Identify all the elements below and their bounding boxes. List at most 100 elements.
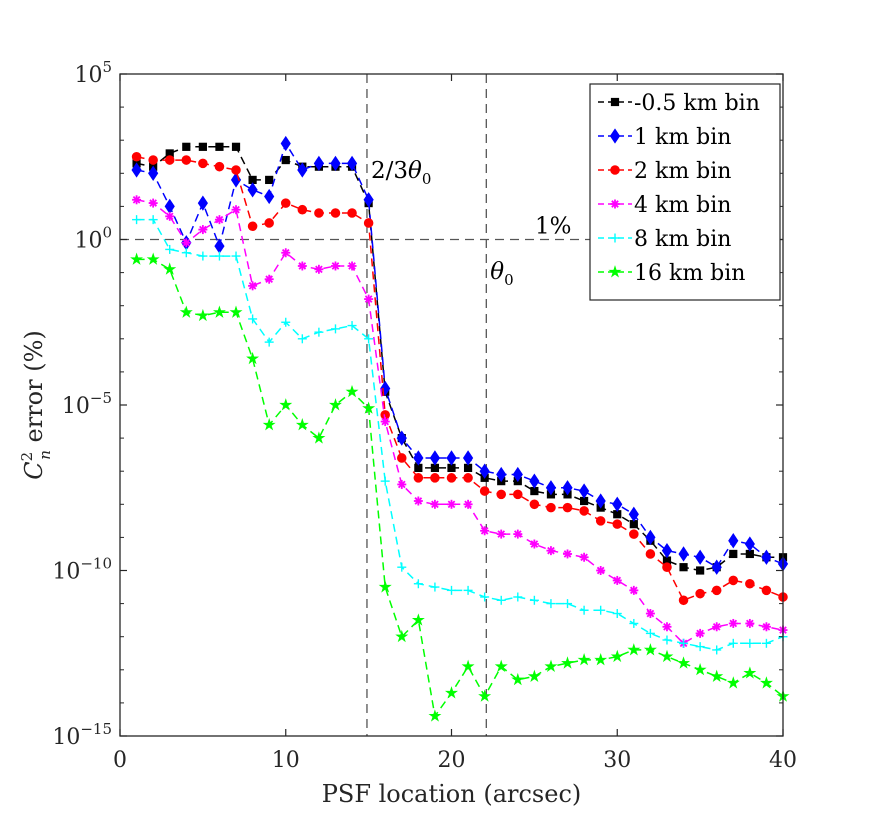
x-tick-label: 10 [272,748,300,773]
data-point [380,417,390,427]
data-point [231,142,241,151]
data-point [463,499,473,509]
x-tick-label: 0 [113,748,127,773]
data-point [661,542,673,559]
asterisk-stroke [530,540,539,548]
data-point [396,430,407,446]
data-point [198,158,208,169]
data-point [761,549,772,565]
legend-marker [610,97,620,107]
data-point [246,351,260,365]
data-point [711,585,722,596]
data-point [132,215,142,225]
data-point [695,588,705,599]
series-2-km-bin [131,151,788,606]
data-point [131,162,142,178]
data-point [761,622,771,632]
legend-entry: 2 km bin [598,159,731,184]
data-point [595,493,606,509]
data-point [596,605,606,615]
x-tick-label: 40 [769,748,797,773]
data-point [148,155,158,165]
data-point [728,618,738,628]
data-point [130,252,143,265]
data-point [496,595,506,605]
data-point [347,261,357,271]
data-point [645,529,656,546]
y-axis-label: C2n error (%) [18,330,54,479]
data-point [563,599,573,609]
data-point [612,609,622,619]
asterisk-stroke [281,248,290,257]
data-point [610,649,624,663]
data-point [544,659,558,672]
data-point [729,549,738,559]
data-point [679,638,689,648]
asterisk-stroke [630,586,638,595]
data-point [198,251,208,261]
data-point [745,638,755,648]
asterisk-stroke [596,566,605,575]
series-4-km-bin [132,195,788,648]
data-point [330,155,341,172]
asterisk-stroke [364,295,373,303]
data-point [346,155,358,172]
data-point [295,418,309,431]
data-point [696,566,705,575]
data-point [146,252,160,265]
y-tick-label: 10−5 [62,389,112,419]
asterisk-stroke [397,480,406,489]
legend-entry: -0.5 km bin [598,91,760,116]
asterisk-stroke [265,275,273,284]
data-point [678,595,689,606]
asterisk-stroke [696,629,704,638]
data-point [529,595,539,605]
data-point [660,649,674,663]
asterisk-stroke [547,546,555,555]
series-line [136,141,784,569]
data-point [628,506,639,522]
data-point [314,264,324,274]
asterisk-stroke [132,195,141,204]
data-point [726,676,740,689]
asterisk-stroke [215,215,224,224]
series-16-km-bin [130,252,790,722]
data-point [281,317,291,327]
asterisk-stroke [165,212,174,221]
data-point [743,666,757,679]
data-point [413,579,423,589]
data-point [596,566,606,575]
asterisk-stroke [513,530,522,538]
data-point [413,450,424,466]
data-point [397,562,407,572]
data-point [712,622,722,632]
asterisk-stroke [613,576,622,585]
legend: -0.5 km bin 1 km bin 2 km bin 4 km bin 8 km … [589,83,781,301]
annotations: 2/3θ0 θ0 1% [371,158,572,289]
x-tick-label: 30 [603,748,631,773]
data-point [264,274,274,284]
data-point [447,499,456,509]
data-point [546,546,556,556]
data-point [148,198,158,208]
data-point [579,506,589,516]
data-point [262,418,276,431]
data-point [446,473,457,483]
data-point [297,334,307,344]
data-point [430,473,440,483]
data-point [446,450,457,466]
axes: 0 10 20 30 40 105 100 10−5 10−10 10−15 PSF locatio… [18,58,797,808]
data-point [461,659,475,672]
data-point [662,562,672,572]
data-point [165,244,175,254]
data-point [759,676,773,689]
legend-entry: 16 km bin [598,261,745,286]
asterisk-stroke [746,619,754,628]
data-point [595,516,606,526]
asterisk-stroke [611,200,619,208]
data-point [330,324,340,334]
data-point [496,529,506,539]
data-point [347,321,357,331]
data-point [248,281,258,291]
legend-entry: 1 km bin [598,125,731,150]
